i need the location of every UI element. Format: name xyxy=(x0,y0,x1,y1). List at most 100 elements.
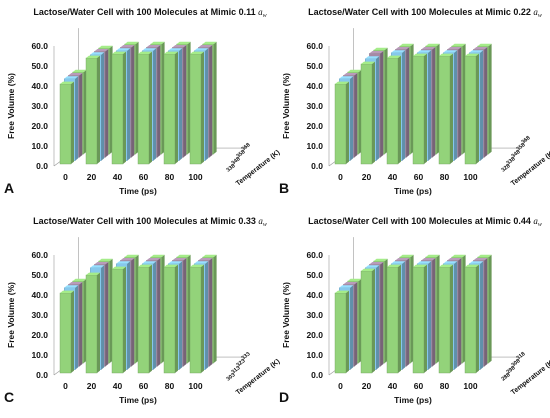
bar-front xyxy=(137,266,150,374)
bar-side xyxy=(402,50,406,161)
chart-title-text: Lactose/Water Cell with 100 Molecules at… xyxy=(308,7,533,17)
bar-front xyxy=(438,55,451,165)
bar-side xyxy=(484,258,488,367)
x-tick-label: 100 xyxy=(188,381,202,391)
x-tick-label: 100 xyxy=(188,172,202,182)
bar-side xyxy=(376,56,380,161)
bar-288-60 xyxy=(412,264,427,374)
bar-288-0 xyxy=(334,290,349,374)
bar-288-80 xyxy=(438,264,453,374)
bar-top xyxy=(477,254,492,258)
bar-top xyxy=(387,55,401,58)
z-tick-label: 368 xyxy=(241,142,252,152)
bar-328-40 xyxy=(386,55,401,165)
bar-side xyxy=(458,258,462,367)
bar-top xyxy=(361,61,375,64)
bar-338-0 xyxy=(59,81,74,165)
bar-side xyxy=(354,73,358,158)
chart-panel-a: Lactose/Water Cell with 100 Molecules at… xyxy=(4,7,281,196)
bar-top xyxy=(339,76,354,79)
bar-top xyxy=(365,56,380,59)
bar-side xyxy=(406,258,410,367)
y-tick-label: 50.0 xyxy=(306,270,323,280)
bar-303-0 xyxy=(59,290,74,374)
x-tick-label: 40 xyxy=(113,381,123,391)
bar-top xyxy=(473,258,488,261)
bar-side xyxy=(380,51,384,158)
x-tick-label: 20 xyxy=(87,381,97,391)
bar-side xyxy=(428,261,432,370)
bar-top xyxy=(335,81,349,84)
bar-side xyxy=(131,258,135,367)
bar-top xyxy=(150,254,165,258)
bar-328-60 xyxy=(412,53,427,165)
bar-top xyxy=(451,254,466,258)
bar-top xyxy=(202,41,217,45)
bar-front xyxy=(386,57,399,165)
y-tick-label: 0.0 xyxy=(36,370,48,380)
z-tick-label: 328 xyxy=(501,163,512,173)
bar-side xyxy=(97,272,100,373)
bar-top xyxy=(90,265,105,268)
bar-top xyxy=(168,261,183,264)
chart-title-aw: a xyxy=(258,7,263,17)
x-tick-label: 0 xyxy=(338,172,343,182)
bar-top xyxy=(168,48,183,51)
x-tick-label: 80 xyxy=(440,172,450,182)
bar-side xyxy=(127,261,131,370)
y-tick-label: 20.0 xyxy=(306,330,323,340)
x-tick-label: 0 xyxy=(63,381,68,391)
bar-top xyxy=(164,264,178,267)
panel-letter: A xyxy=(4,180,14,196)
bar-side xyxy=(398,264,401,373)
bar-top xyxy=(365,265,380,268)
bar-side xyxy=(476,53,479,164)
y-axis-title: Free Volume (%) xyxy=(6,282,16,348)
bar-top xyxy=(469,50,484,53)
bar-side xyxy=(149,51,152,164)
bar-top xyxy=(391,261,406,264)
bar-328-80 xyxy=(438,53,453,165)
bar-side xyxy=(101,52,105,161)
bar-front xyxy=(464,55,477,165)
bar-top xyxy=(164,51,178,54)
y-axis-title: Free Volume (%) xyxy=(281,282,291,348)
bar-top xyxy=(124,41,139,45)
bar-top xyxy=(361,268,375,271)
bar-side xyxy=(380,262,384,367)
bar-top xyxy=(451,43,466,47)
bar-side xyxy=(157,45,161,158)
bar-top xyxy=(198,258,213,261)
bar-top xyxy=(146,45,161,48)
chart-panel-b: Lactose/Water Cell with 100 Molecules at… xyxy=(279,7,550,196)
bar-top xyxy=(194,261,209,264)
bar-side xyxy=(205,261,209,370)
bar-side xyxy=(105,262,109,367)
bar-side xyxy=(183,258,187,367)
bar-top xyxy=(86,272,100,275)
bar-side xyxy=(205,48,209,161)
bar-front xyxy=(412,55,425,165)
chart-title-text: Lactose/Water Cell with 100 Molecules at… xyxy=(33,7,258,17)
chart-title-text: Lactose/Water Cell with 100 Molecules at… xyxy=(33,216,258,226)
bar-top xyxy=(465,264,479,267)
bar-top xyxy=(68,282,83,285)
z-tick-label: 323 xyxy=(236,358,247,368)
z-tick-label: 358 xyxy=(236,149,247,159)
bar-top xyxy=(343,282,358,285)
bar-side xyxy=(454,50,458,161)
bar-303-40 xyxy=(111,266,126,374)
y-tick-label: 20.0 xyxy=(31,121,48,131)
bar-328-0 xyxy=(334,81,349,165)
x-tick-label: 20 xyxy=(362,381,372,391)
bar-side xyxy=(209,258,213,367)
bar-front xyxy=(163,266,176,374)
x-tick-label: 60 xyxy=(139,381,149,391)
panel-letter: C xyxy=(4,389,14,405)
bar-303-100 xyxy=(189,264,204,374)
z-tick-label: 348 xyxy=(231,156,242,166)
bar-front xyxy=(386,266,399,374)
bar-top xyxy=(94,49,109,52)
bar-top xyxy=(469,261,484,264)
x-axis-title: Time (ps) xyxy=(119,186,157,196)
